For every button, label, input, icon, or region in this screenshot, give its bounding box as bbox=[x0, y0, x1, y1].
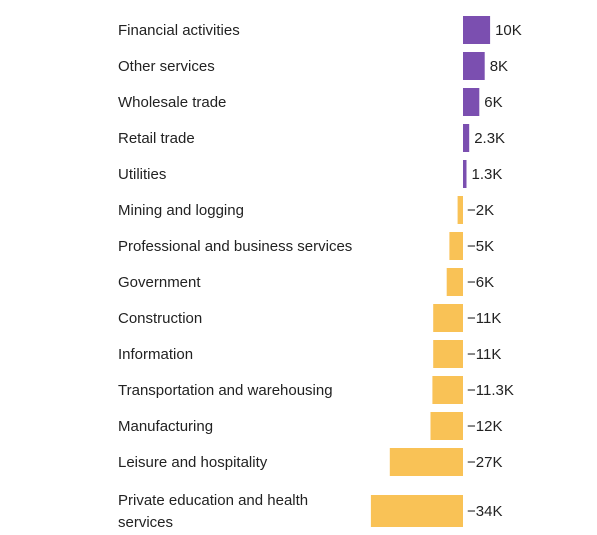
bar-positive bbox=[463, 88, 480, 116]
chart-row: Financial activities 10K bbox=[118, 16, 522, 44]
bar-positive bbox=[463, 124, 470, 152]
value-label: −27K bbox=[467, 454, 502, 471]
chart-row: Information −11K bbox=[118, 340, 501, 368]
value-label: −12K bbox=[467, 418, 502, 435]
bar-negative bbox=[432, 376, 463, 404]
bar-negative bbox=[370, 495, 463, 527]
value-label: 8K bbox=[490, 58, 508, 75]
bar-negative bbox=[389, 448, 463, 476]
category-label: Private education and health services bbox=[118, 492, 308, 531]
chart-row: Mining and logging −2K bbox=[118, 196, 494, 224]
category-label: Wholesale trade bbox=[118, 94, 226, 111]
category-label: Construction bbox=[118, 310, 202, 327]
chart-row: Professional and business services −5K bbox=[118, 232, 494, 260]
chart-row: Government −6K bbox=[118, 268, 494, 296]
chart-rows: Financial activities 10K Other services 8K W… bbox=[118, 16, 522, 531]
bar-negative bbox=[446, 268, 463, 296]
category-label: Retail trade bbox=[118, 130, 195, 147]
category-label: Utilities bbox=[118, 166, 166, 183]
value-label: 1.3K bbox=[472, 166, 503, 183]
chart-row: Wholesale trade 6K bbox=[118, 88, 503, 116]
bar-positive bbox=[463, 16, 491, 44]
chart-row: Leisure and hospitality −27K bbox=[118, 448, 502, 476]
bar-negative bbox=[433, 304, 463, 332]
bar-negative bbox=[430, 412, 463, 440]
chart-row: Other services 8K bbox=[118, 52, 508, 80]
value-label: 10K bbox=[495, 22, 522, 39]
category-label: Professional and business services bbox=[118, 238, 352, 255]
chart-row: Private education and health services −34K bbox=[118, 492, 502, 531]
chart-row: Manufacturing −12K bbox=[118, 412, 502, 440]
value-label: −11K bbox=[467, 346, 501, 363]
category-label: Information bbox=[118, 346, 193, 363]
value-label: 6K bbox=[484, 94, 502, 111]
value-label: 2.3K bbox=[474, 130, 505, 147]
category-label: Transportation and warehousing bbox=[118, 382, 333, 399]
category-label: Manufacturing bbox=[118, 418, 213, 435]
bar-positive bbox=[463, 160, 467, 188]
bar-negative bbox=[449, 232, 463, 260]
value-label: −5K bbox=[467, 238, 494, 255]
value-label: −11.3K bbox=[467, 382, 514, 399]
bar-negative bbox=[433, 340, 463, 368]
category-label: Other services bbox=[118, 58, 215, 75]
value-label: −2K bbox=[467, 202, 494, 219]
bar-negative bbox=[457, 196, 463, 224]
value-label: −34K bbox=[467, 503, 502, 520]
value-label: −6K bbox=[467, 274, 494, 291]
chart-row: Utilities 1.3K bbox=[118, 160, 502, 188]
chart-row: Construction −11K bbox=[118, 304, 501, 332]
category-label: Financial activities bbox=[118, 22, 240, 39]
category-label: Leisure and hospitality bbox=[118, 454, 268, 471]
category-label: Government bbox=[118, 274, 201, 291]
bar-positive bbox=[463, 52, 485, 80]
category-label: Mining and logging bbox=[118, 202, 244, 219]
chart-row: Retail trade 2.3K bbox=[118, 124, 505, 152]
chart-row: Transportation and warehousing −11.3K bbox=[118, 376, 514, 404]
value-label: −11K bbox=[467, 310, 501, 327]
